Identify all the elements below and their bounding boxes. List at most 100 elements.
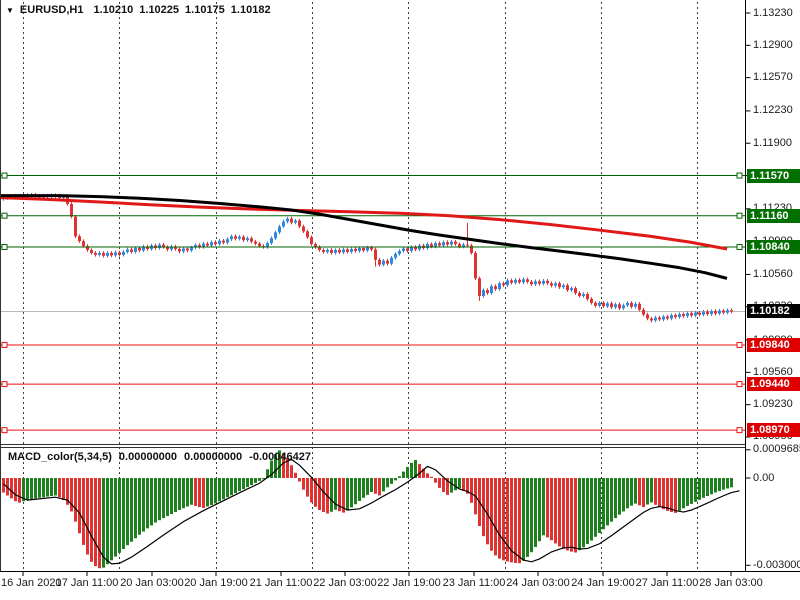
support-line-handle[interactable] [736, 341, 743, 348]
candle [530, 281, 533, 285]
macd-histogram-bar [394, 478, 397, 481]
macd-histogram-bar [94, 478, 97, 567]
candle [226, 239, 229, 243]
candle [590, 298, 593, 303]
macd-histogram-bar [174, 478, 177, 513]
candle [294, 220, 297, 223]
macd-histogram-bar [662, 478, 665, 510]
candle [162, 244, 165, 248]
candle [74, 216, 77, 237]
resistance-line-handle[interactable] [1, 212, 8, 219]
candle [702, 311, 705, 315]
support-line-handle[interactable] [1, 427, 8, 434]
support-line-handle[interactable] [736, 381, 743, 388]
macd-histogram-bar [98, 478, 101, 569]
candle [554, 283, 557, 286]
candle [482, 290, 485, 296]
candle [114, 252, 117, 256]
candle [90, 249, 93, 253]
macd-histogram-bar [586, 478, 589, 545]
candle [678, 314, 681, 318]
candle [118, 252, 121, 255]
resistance-price-label: 1.11160 [747, 208, 800, 223]
candle [690, 313, 693, 316]
macd-histogram-bar [86, 478, 89, 555]
macd-histogram-bar [38, 478, 41, 498]
candle [638, 303, 641, 310]
price-axis-tick-label: 1.09560 [753, 365, 793, 378]
candle [174, 246, 177, 249]
candle [242, 236, 245, 241]
macd-histogram-bar [330, 478, 333, 512]
macd-histogram-bar [626, 478, 629, 509]
resistance-line-handle[interactable] [1, 172, 8, 179]
ohlc-open: 1.10210 [93, 4, 134, 16]
candle [514, 279, 517, 283]
macd-histogram-bar [430, 476, 433, 478]
candle [354, 248, 357, 251]
candle [626, 302, 629, 306]
candle [122, 251, 125, 255]
macd-name: MACD_color(5,34,5) [8, 450, 112, 463]
time-axis-label: 28 Jan 03:00 [699, 577, 763, 589]
macd-histogram-bar [254, 478, 257, 483]
candle [570, 288, 573, 291]
macd-histogram-bar [294, 472, 297, 478]
candle [630, 302, 633, 307]
candle [390, 257, 393, 264]
macd-histogram-bar [438, 478, 441, 488]
macd-histogram-bar [402, 471, 405, 478]
candle [438, 243, 441, 246]
candle [214, 242, 217, 245]
macd-histogram-bar [490, 478, 493, 551]
candle [454, 241, 457, 245]
macd-histogram-bar [70, 478, 73, 512]
macd-histogram-bar [266, 469, 269, 478]
time-axis-label: 22 Jan 19:00 [377, 577, 441, 589]
resistance-line-handle[interactable] [736, 172, 743, 179]
macd-histogram-bar [338, 478, 341, 512]
macd-histogram-bar [14, 478, 17, 502]
support-line-handle[interactable] [1, 381, 8, 388]
macd-histogram-bar [166, 478, 169, 517]
support-line-handle[interactable] [736, 427, 743, 434]
candle [342, 249, 345, 253]
candle [302, 226, 305, 232]
time-axis-label: 23 Jan 11:00 [442, 577, 506, 589]
macd-histogram-bar [546, 478, 549, 538]
ohlc-high: 1.10225 [139, 4, 180, 16]
resistance-line-handle[interactable] [1, 244, 8, 251]
candle [698, 312, 701, 315]
macd-histogram-bar [270, 460, 273, 478]
candle [178, 248, 181, 252]
macd-histogram-bar [238, 478, 241, 492]
resistance-line-handle[interactable] [736, 244, 743, 251]
ohlc-close: 1.10182 [230, 4, 271, 16]
macd-histogram-bar [290, 465, 293, 478]
resistance-line-handle[interactable] [736, 212, 743, 219]
time-axis-label: 24 Jan 03:00 [506, 577, 570, 589]
candle [246, 238, 249, 241]
macd-value-signal: -0.00046427 [249, 450, 311, 463]
candle [522, 279, 525, 283]
price-axis-tick-label: 1.13230 [753, 6, 793, 19]
candle [474, 252, 477, 279]
ohlc-low: 1.10175 [185, 4, 225, 16]
chart-symbol-arrow-icon[interactable]: ▼ [6, 5, 14, 15]
macd-histogram-bar [606, 478, 609, 526]
macd-histogram-bar [726, 478, 729, 489]
candle [386, 260, 389, 264]
candle [558, 283, 561, 288]
macd-histogram-bar [710, 478, 713, 495]
candle [138, 248, 141, 251]
current-price-label: 1.10182 [747, 304, 800, 319]
macd-histogram-bar [90, 478, 93, 562]
macd-histogram-bar [550, 478, 553, 541]
candle [550, 283, 553, 286]
candle [458, 244, 461, 247]
candle [266, 243, 269, 248]
candle [366, 247, 369, 251]
support-line-handle[interactable] [1, 341, 8, 348]
candle [306, 231, 309, 238]
